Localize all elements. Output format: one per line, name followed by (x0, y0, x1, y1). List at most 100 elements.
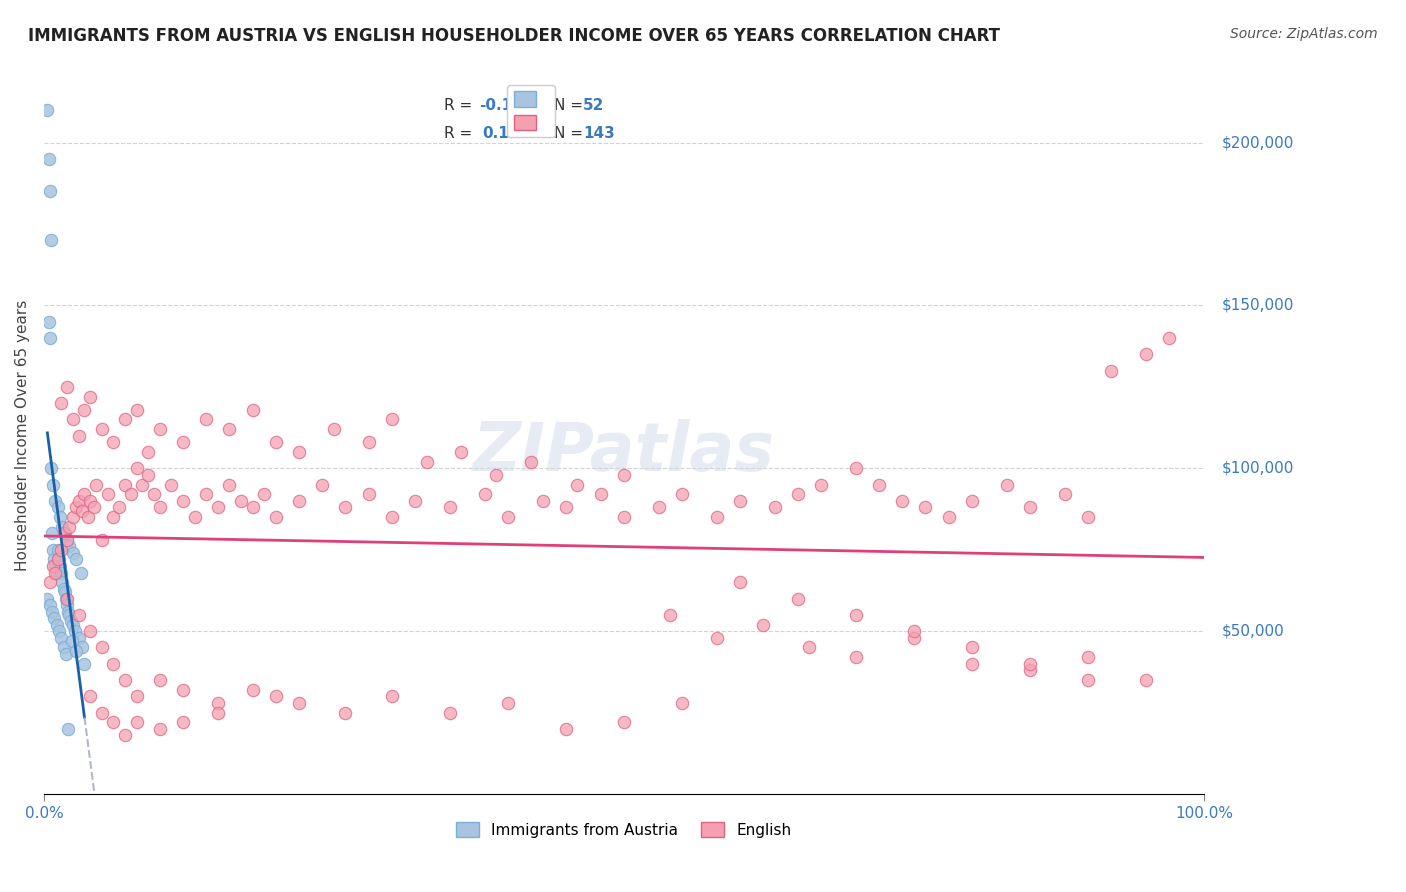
Point (728, 494, 751, 508)
Point (439, 500, 461, 515)
Point (613, 467, 636, 482)
Point (938, 510, 960, 524)
Point (114, 477, 136, 491)
Point (108, 500, 131, 515)
Point (845, 607, 868, 622)
Text: $100,000: $100,000 (1222, 461, 1294, 475)
Text: ZIPatlas: ZIPatlas (472, 419, 775, 485)
Text: N =: N = (554, 127, 588, 141)
Point (90, 533, 112, 547)
Point (42, 542, 65, 557)
Point (73, 657, 96, 671)
Point (706, 510, 728, 524)
Text: Source: ZipAtlas.com: Source: ZipAtlas.com (1230, 27, 1378, 41)
Point (554, 500, 576, 515)
Point (264, 510, 287, 524)
Point (56, 591, 79, 606)
Point (49, 559, 72, 574)
Point (83, 500, 105, 515)
Point (38, 331, 60, 345)
Point (264, 435, 287, 450)
Point (288, 445, 311, 459)
Point (70, 640, 93, 655)
Point (520, 455, 543, 469)
Point (136, 445, 159, 459)
Point (1018, 663, 1040, 677)
Point (67, 494, 90, 508)
Point (891, 494, 914, 508)
Point (55, 591, 77, 606)
Point (79, 390, 101, 404)
Point (1099, 363, 1122, 377)
Point (845, 650, 868, 665)
Point (63, 624, 86, 639)
Point (357, 435, 380, 450)
Point (1077, 673, 1099, 687)
Point (38, 315, 60, 329)
Y-axis label: Householder Income Over 65 years: Householder Income Over 65 years (15, 300, 30, 572)
Point (59, 615, 82, 629)
Point (62, 412, 84, 426)
Point (172, 494, 194, 508)
Text: -0.124: -0.124 (479, 98, 533, 112)
Point (65, 552, 87, 566)
Point (125, 402, 148, 417)
Point (103, 435, 125, 450)
Point (44, 611, 66, 625)
Point (172, 682, 194, 697)
Point (335, 706, 357, 720)
Point (73, 487, 96, 501)
Point (114, 412, 136, 426)
Point (136, 467, 159, 482)
Point (671, 696, 693, 710)
Point (172, 715, 194, 730)
Point (114, 728, 136, 742)
Point (67, 428, 90, 442)
Point (160, 477, 183, 491)
Point (149, 422, 172, 436)
Point (322, 422, 344, 436)
Point (125, 461, 148, 475)
Point (41, 605, 63, 619)
Point (52, 640, 75, 655)
Point (103, 510, 125, 524)
Point (56, 533, 79, 547)
Point (45, 566, 67, 580)
Text: 52: 52 (583, 98, 605, 112)
Point (56, 533, 79, 547)
Point (37, 591, 59, 606)
Point (46, 552, 69, 566)
Point (914, 500, 936, 515)
Point (763, 500, 786, 515)
Text: 0.123: 0.123 (482, 127, 530, 141)
Point (1018, 657, 1040, 671)
Point (48, 624, 70, 639)
Point (149, 500, 172, 515)
Point (45, 617, 67, 632)
Point (415, 455, 437, 469)
Point (79, 690, 101, 704)
Point (65, 500, 87, 515)
Point (264, 690, 287, 704)
Point (58, 605, 80, 619)
Point (79, 624, 101, 639)
Point (46, 542, 69, 557)
Point (84, 477, 107, 491)
Point (55, 647, 77, 661)
Point (903, 631, 925, 645)
Point (218, 422, 240, 436)
Point (868, 477, 890, 491)
Point (114, 673, 136, 687)
Point (381, 690, 404, 704)
Point (42, 559, 65, 574)
Point (62, 510, 84, 524)
Point (207, 696, 229, 710)
Point (37, 103, 59, 117)
Point (1053, 487, 1076, 501)
Point (567, 477, 589, 491)
Text: $200,000: $200,000 (1222, 135, 1294, 150)
Point (485, 467, 508, 482)
Point (554, 722, 576, 736)
Point (90, 422, 112, 436)
Point (183, 510, 205, 524)
